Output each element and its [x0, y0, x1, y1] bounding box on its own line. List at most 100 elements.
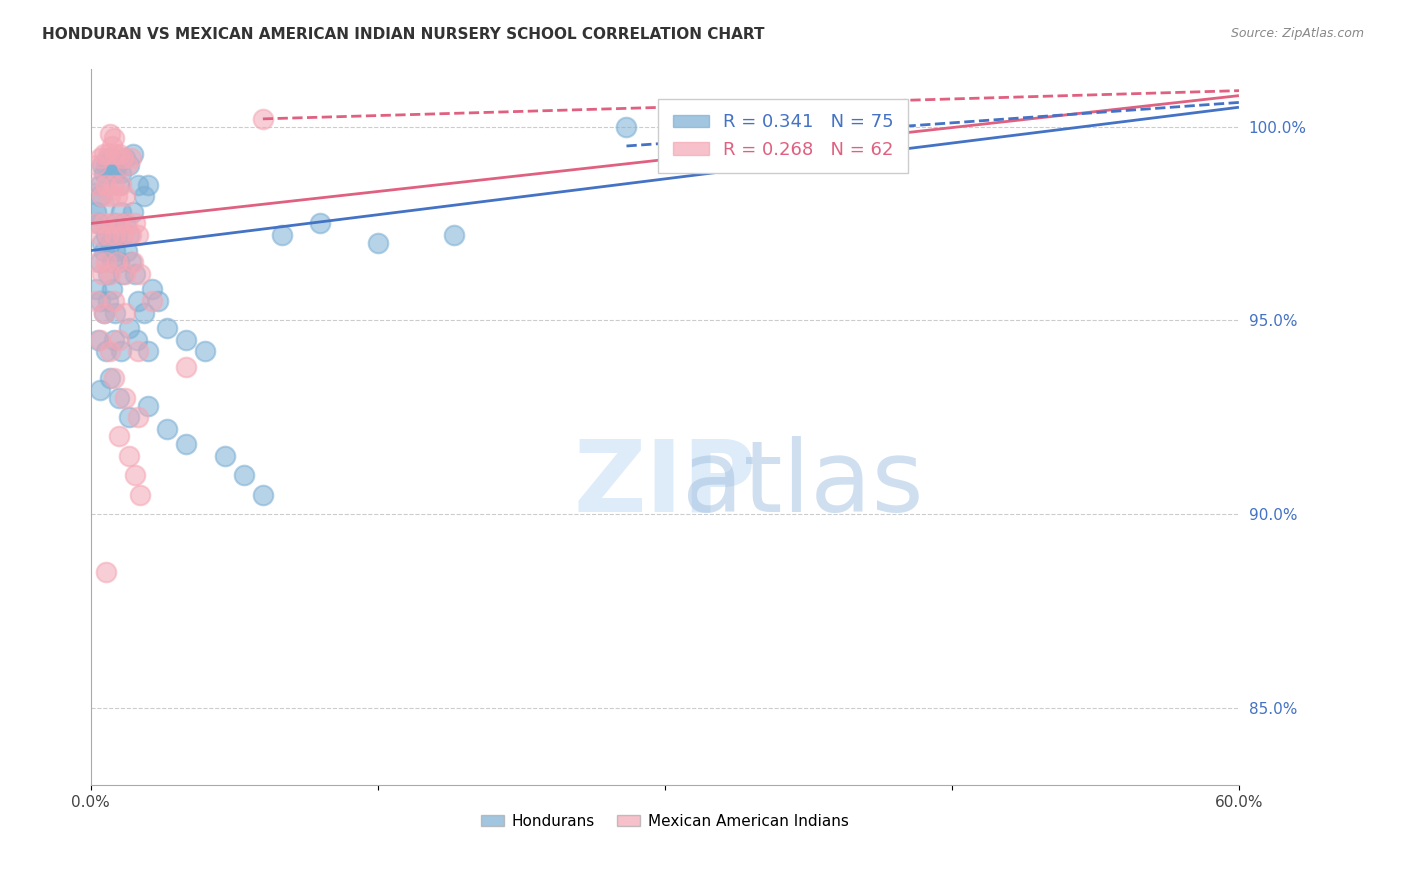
Text: ZIP: ZIP	[574, 435, 756, 533]
Point	[176, 333, 198, 347]
Point	[91, 235, 114, 250]
Point	[89, 178, 111, 192]
Point	[103, 178, 125, 192]
Point	[110, 204, 132, 219]
Point	[87, 255, 110, 269]
Point	[120, 228, 142, 243]
Point	[100, 139, 122, 153]
Point	[104, 305, 127, 319]
Point	[98, 267, 121, 281]
Point	[94, 255, 117, 269]
Point	[176, 437, 198, 451]
Point	[120, 255, 142, 269]
Point	[121, 146, 143, 161]
Point	[87, 217, 110, 231]
Point	[125, 333, 148, 347]
Point	[107, 255, 129, 269]
Point	[94, 228, 117, 243]
Point	[110, 344, 132, 359]
Point	[124, 468, 146, 483]
Point	[89, 228, 111, 243]
Point	[118, 321, 141, 335]
Point	[114, 189, 136, 203]
Point	[103, 371, 125, 385]
Point	[93, 217, 115, 231]
Point	[845, 112, 868, 126]
Point	[89, 383, 111, 397]
Point	[89, 293, 111, 308]
Point	[118, 449, 141, 463]
Point	[110, 178, 132, 192]
Point	[134, 189, 156, 203]
Legend: Hondurans, Mexican American Indians: Hondurans, Mexican American Indians	[475, 807, 855, 835]
Point	[104, 228, 127, 243]
Point	[127, 293, 149, 308]
Point	[104, 166, 127, 180]
Point	[114, 217, 136, 231]
Point	[108, 217, 131, 231]
Point	[108, 429, 131, 443]
Point	[271, 228, 294, 243]
Point	[98, 235, 121, 250]
Point	[176, 359, 198, 374]
Point	[136, 344, 159, 359]
Point	[121, 204, 143, 219]
Point	[252, 112, 274, 126]
Point	[141, 293, 163, 308]
Point	[89, 151, 111, 165]
Point	[141, 282, 163, 296]
Point	[97, 228, 120, 243]
Point	[93, 244, 115, 258]
Point	[91, 189, 114, 203]
Point	[103, 131, 125, 145]
Point	[115, 244, 138, 258]
Point	[98, 189, 121, 203]
Point	[124, 217, 146, 231]
Point	[104, 244, 127, 258]
Point	[146, 293, 169, 308]
Point	[127, 228, 149, 243]
Point	[129, 487, 152, 501]
Point	[115, 158, 138, 172]
Point	[94, 178, 117, 192]
Point	[103, 333, 125, 347]
Text: atlas: atlas	[682, 435, 924, 533]
Point	[124, 267, 146, 281]
Point	[91, 158, 114, 172]
Point	[97, 151, 120, 165]
Point	[121, 255, 143, 269]
Point	[98, 371, 121, 385]
Point	[114, 391, 136, 405]
Point	[114, 151, 136, 165]
Point	[97, 267, 120, 281]
Point	[156, 422, 179, 436]
Point	[194, 344, 217, 359]
Point	[89, 333, 111, 347]
Point	[91, 267, 114, 281]
Point	[100, 282, 122, 296]
Point	[107, 189, 129, 203]
Point	[98, 128, 121, 142]
Text: Source: ZipAtlas.com: Source: ZipAtlas.com	[1230, 27, 1364, 40]
Point	[367, 235, 389, 250]
Point	[93, 166, 115, 180]
Point	[443, 228, 465, 243]
Point	[98, 158, 121, 172]
Point	[108, 178, 131, 192]
Point	[118, 228, 141, 243]
Point	[118, 410, 141, 425]
Point	[232, 468, 254, 483]
Point	[118, 158, 141, 172]
Point	[93, 305, 115, 319]
Point	[127, 344, 149, 359]
Point	[94, 565, 117, 579]
Point	[86, 158, 108, 172]
Point	[108, 255, 131, 269]
Point	[87, 333, 110, 347]
Point	[112, 267, 135, 281]
Point	[214, 449, 236, 463]
Point	[136, 178, 159, 192]
Point	[136, 399, 159, 413]
Point	[112, 228, 135, 243]
Point	[845, 112, 868, 126]
